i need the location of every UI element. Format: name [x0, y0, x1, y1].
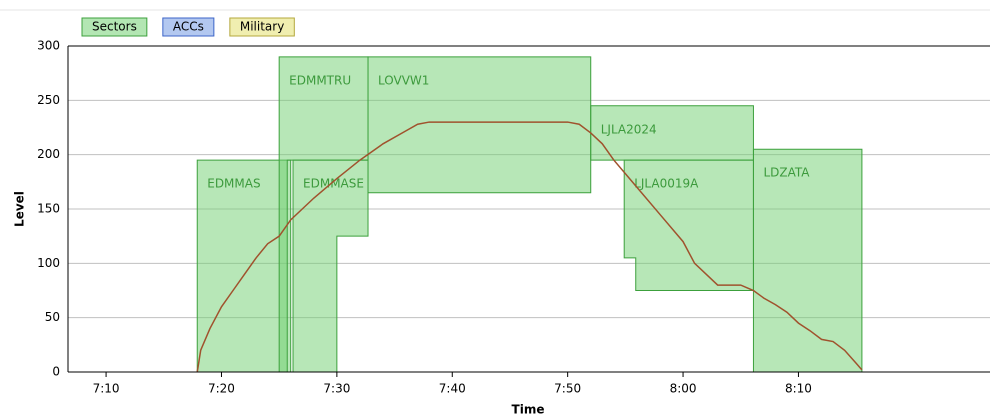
legend-label: Sectors [92, 20, 137, 34]
y-tick-label: 50 [45, 310, 60, 324]
legend-swatch [162, 17, 215, 37]
sector-label: LJLA0019A [634, 177, 699, 191]
sector [752, 148, 863, 373]
x-tick-label: 8:10 [785, 382, 812, 396]
sector-label: EDMMAS [207, 177, 260, 191]
sector-label: LDZATA [763, 166, 810, 180]
x-tick-label: 7:40 [439, 382, 466, 396]
sector-label: LJLA2024 [601, 122, 657, 136]
sector-label: EDMMASE [303, 177, 364, 191]
sector-label: LOVVW1 [378, 73, 429, 87]
legend-swatch [81, 17, 148, 37]
x-tick-label: 7:20 [208, 382, 235, 396]
y-tick-label: 200 [37, 147, 60, 161]
sector [196, 159, 292, 373]
y-tick-label: 150 [37, 202, 60, 216]
legend-swatch [229, 17, 295, 37]
y-tick-label: 250 [37, 93, 60, 107]
legend-label: ACCs [173, 20, 204, 34]
x-tick-label: 7:10 [93, 382, 120, 396]
flight-profile [196, 121, 863, 373]
y-axis-label: Level [13, 191, 27, 227]
sector [292, 159, 369, 373]
y-tick-label: 300 [37, 39, 60, 53]
x-tick-label: 7:30 [323, 382, 350, 396]
sector [367, 56, 592, 194]
legend-label: Military [240, 20, 284, 34]
x-tick-label: 8:00 [670, 382, 697, 396]
y-tick-label: 0 [52, 365, 60, 379]
sector-label: EDMMTRU [289, 73, 351, 87]
x-axis-label: Time [512, 403, 545, 417]
x-tick-label: 7:50 [554, 382, 581, 396]
y-tick-label: 100 [37, 256, 60, 270]
